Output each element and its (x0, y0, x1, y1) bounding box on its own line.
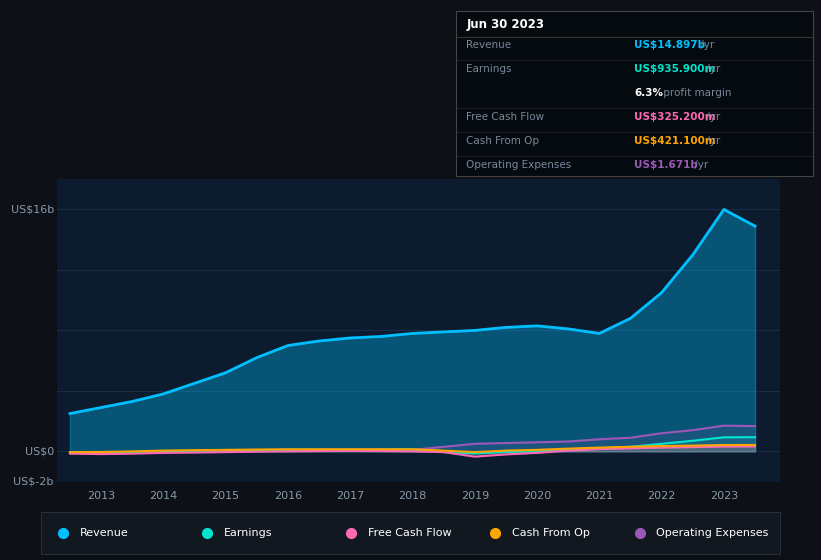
Text: US$14.897b: US$14.897b (635, 40, 705, 50)
Text: Free Cash Flow: Free Cash Flow (368, 529, 452, 538)
Text: US$421.100m: US$421.100m (635, 136, 716, 146)
Text: Cash From Op: Cash From Op (466, 136, 539, 146)
Text: Operating Expenses: Operating Expenses (656, 529, 768, 538)
Text: /yr: /yr (697, 40, 714, 50)
Text: US$0: US$0 (25, 446, 54, 456)
Text: Cash From Op: Cash From Op (511, 529, 589, 538)
Text: profit margin: profit margin (660, 88, 732, 98)
Text: Earnings: Earnings (223, 529, 272, 538)
Text: US$1.671b: US$1.671b (635, 160, 698, 170)
Text: US$325.200m: US$325.200m (635, 112, 716, 122)
Text: Revenue: Revenue (466, 40, 511, 50)
Text: 6.3%: 6.3% (635, 88, 663, 98)
Text: Free Cash Flow: Free Cash Flow (466, 112, 544, 122)
Text: /yr: /yr (690, 160, 708, 170)
Text: Earnings: Earnings (466, 64, 511, 74)
Text: /yr: /yr (703, 64, 720, 74)
Text: US$-2b: US$-2b (13, 477, 54, 487)
Text: US$16b: US$16b (11, 204, 54, 214)
Text: US$935.900m: US$935.900m (635, 64, 716, 74)
Text: Revenue: Revenue (80, 529, 128, 538)
Text: /yr: /yr (703, 136, 720, 146)
Text: Jun 30 2023: Jun 30 2023 (466, 18, 544, 31)
Text: /yr: /yr (703, 112, 720, 122)
Text: Operating Expenses: Operating Expenses (466, 160, 571, 170)
